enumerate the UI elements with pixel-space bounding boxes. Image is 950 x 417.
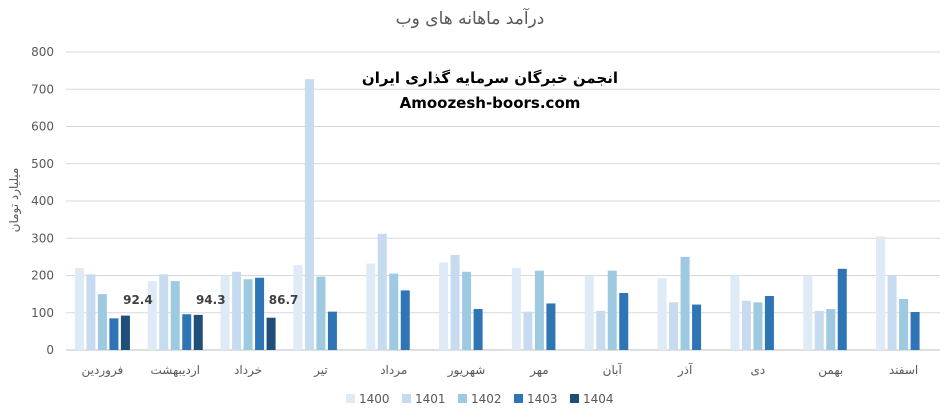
bar	[473, 309, 483, 350]
bar	[596, 310, 606, 350]
chart-title: درآمد ماهانه های وب	[396, 7, 545, 29]
data-label: 92.4	[123, 293, 153, 307]
bar	[327, 311, 337, 350]
bar	[910, 312, 920, 350]
legend-swatch	[514, 394, 523, 403]
bar	[389, 273, 399, 350]
bar	[680, 256, 690, 350]
x-tick-label: شهریور	[447, 363, 486, 378]
data-labels: 92.4 94.3 86.7	[123, 293, 298, 307]
bar	[266, 317, 276, 350]
bar	[182, 314, 192, 350]
bar	[255, 277, 265, 350]
legend-swatch	[570, 394, 579, 403]
bar	[86, 274, 96, 350]
bar	[764, 295, 774, 350]
bar	[876, 236, 886, 350]
bar	[837, 268, 847, 350]
legend-label: 1402	[471, 392, 502, 406]
y-tick-label: 400	[31, 194, 54, 208]
y-tick-label: 100	[31, 306, 54, 320]
x-tick-label: خرداد	[234, 363, 262, 378]
y-tick-label: 600	[31, 120, 54, 134]
legend: 1400 1401 1402 1403 1404	[346, 392, 614, 406]
bar	[450, 255, 460, 350]
y-tick-label: 0	[46, 343, 54, 357]
x-tick-label: اردیبهشت	[151, 363, 200, 378]
y-tick-label: 300	[31, 231, 54, 245]
bar	[462, 271, 472, 350]
y-tick-label: 700	[31, 82, 54, 96]
bar	[523, 311, 533, 350]
bar	[511, 268, 521, 350]
bar	[193, 314, 203, 350]
bar	[120, 315, 130, 350]
x-tick-label: اسفند	[889, 363, 918, 377]
legend-label: 1401	[415, 392, 446, 406]
bar	[753, 302, 763, 350]
bar	[220, 275, 230, 350]
bar	[74, 268, 84, 350]
bar	[109, 318, 119, 350]
bar	[692, 304, 702, 350]
gridlines	[66, 51, 940, 351]
bar	[546, 303, 556, 350]
x-tick-label: آبان	[603, 362, 623, 377]
x-tick-label: فروردین	[82, 363, 124, 378]
watermark-line1: انجمن خبرگان سرمایه گذاری ایران	[362, 69, 618, 87]
bar	[232, 271, 242, 350]
bar	[607, 270, 617, 350]
watermark-line2: Amoozesh-boors.com	[400, 94, 581, 112]
bar	[159, 274, 169, 350]
x-axis-ticks: فروردین اردیبهشت خرداد تیر مرداد شهریور مهر آبا…	[82, 362, 919, 378]
bar	[316, 276, 326, 350]
bar	[147, 281, 157, 350]
bar	[899, 298, 909, 350]
data-label: 94.3	[196, 293, 226, 307]
bar	[803, 275, 813, 350]
bar	[400, 290, 410, 350]
bars-group	[74, 79, 920, 350]
data-label: 86.7	[269, 293, 299, 307]
bar	[730, 275, 740, 350]
bar	[97, 294, 107, 350]
x-tick-label: تیر	[313, 363, 328, 378]
legend-swatch	[402, 394, 411, 403]
y-tick-label: 200	[31, 269, 54, 283]
bar	[619, 293, 629, 350]
x-tick-label: مهر	[529, 363, 549, 378]
x-tick-label: مرداد	[380, 363, 407, 378]
y-tick-label: 500	[31, 157, 54, 171]
x-tick-label: بهمن	[818, 363, 843, 378]
bar	[534, 270, 544, 350]
bar	[366, 263, 376, 350]
y-tick-label: 800	[31, 45, 54, 59]
bar	[887, 275, 897, 350]
y-axis-ticks: 0 100 200 300 400 500 600 700 800	[31, 45, 54, 357]
bar	[304, 79, 314, 350]
legend-swatch	[458, 394, 467, 403]
x-tick-label: آذر	[677, 362, 693, 378]
legend-label: 1403	[527, 392, 558, 406]
bar	[669, 302, 679, 350]
legend-label: 1404	[583, 392, 614, 406]
bar	[439, 262, 449, 350]
y-axis-label: میلیارد تومان	[7, 168, 22, 233]
bar	[826, 309, 836, 350]
bar	[741, 300, 751, 350]
bar	[584, 275, 594, 350]
bar	[657, 278, 667, 350]
bar	[243, 279, 253, 350]
bar	[293, 265, 303, 350]
legend-label: 1400	[359, 392, 390, 406]
bar	[814, 310, 824, 350]
bar	[377, 233, 387, 350]
legend-swatch	[346, 394, 355, 403]
bar	[170, 281, 180, 350]
x-tick-label: دی	[751, 363, 766, 377]
